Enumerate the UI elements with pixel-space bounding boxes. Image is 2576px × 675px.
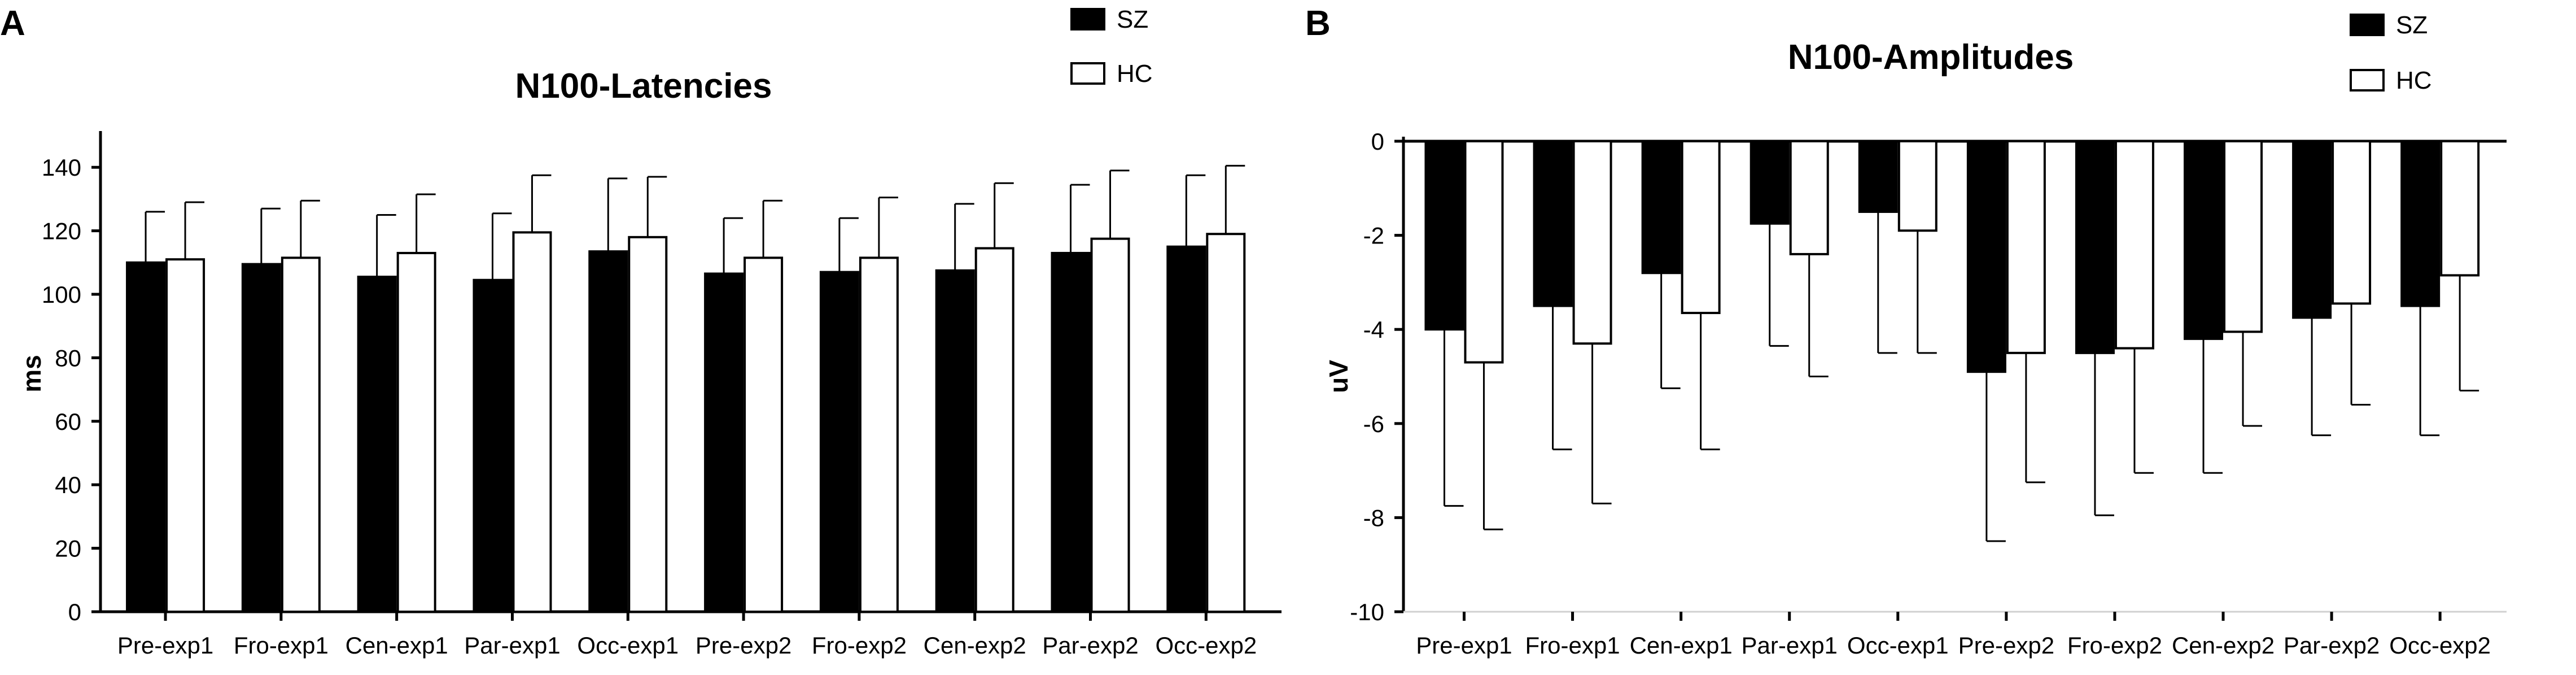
bar-sz-par-exp1: [473, 278, 513, 613]
bar-hc-cen-exp1: [396, 251, 436, 613]
legend-label-sz: SZ: [2396, 11, 2428, 39]
x-tick-label: Fro-exp2: [812, 632, 907, 659]
x-tick-label: Occ-exp2: [1155, 632, 1257, 659]
y-tick-label: 120: [42, 218, 81, 245]
x-tick-label: Par-exp2: [1042, 632, 1138, 659]
y-tick-label: -4: [1363, 316, 1384, 343]
x-tick-label: Fro-exp1: [234, 632, 329, 659]
bar-hc-fro-exp1: [281, 256, 321, 613]
bar-sz-pre-exp1: [126, 261, 166, 613]
bar-sz-occ-exp1: [588, 250, 628, 613]
bar-sz-pre-exp2: [704, 272, 744, 613]
bar-hc-pre-exp1: [165, 258, 205, 613]
legend-swatch-hc: [1070, 62, 1105, 85]
x-tick-label: Cen-exp1: [345, 632, 448, 659]
bar-sz-cen-exp1: [357, 276, 397, 613]
x-tick-label: Cen-exp2: [2172, 632, 2275, 659]
x-tick-label: Cen-exp1: [1630, 632, 1733, 659]
x-tick-label: Par-exp2: [2284, 632, 2380, 659]
bar-sz-par-exp1: [1750, 140, 1790, 225]
x-tick-label: Occ-exp1: [1847, 632, 1949, 659]
bar-hc-fro-exp2: [2114, 140, 2154, 350]
bar-hc-occ-exp2: [2440, 140, 2480, 277]
bar-sz-cen-exp1: [1641, 140, 1681, 275]
y-axis-label: uV: [1324, 360, 1353, 393]
legend-label-hc: HC: [2396, 67, 2432, 94]
y-tick-label: 40: [55, 472, 81, 498]
bar-hc-fro-exp2: [859, 256, 899, 613]
y-tick-label: 60: [55, 408, 81, 435]
chart-title: N100-Latencies: [515, 67, 772, 106]
y-tick-label: 80: [55, 345, 81, 371]
bar-sz-par-exp2: [1051, 251, 1091, 613]
bar-hc-pre-exp1: [1464, 140, 1504, 364]
bar-sz-cen-exp2: [935, 269, 975, 613]
bar-hc-pre-exp2: [744, 256, 784, 613]
bar-hc-cen-exp2: [2223, 140, 2263, 333]
bar-sz-fro-exp1: [1533, 140, 1573, 307]
panel-b: B N100-Amplitudes SZ HC uV 0 -2 -4 -6 -8 -10 Pre-ex…: [1305, 4, 2507, 659]
legend-swatch-hc: [2350, 69, 2385, 92]
bar-sz-occ-exp2: [2400, 140, 2441, 307]
bar-hc-fro-exp1: [1572, 140, 1612, 345]
x-tick-label: Pre-exp1: [117, 632, 213, 659]
bar-hc-par-exp1: [512, 231, 552, 613]
legend-swatch-sz: [2350, 14, 2385, 36]
x-tick-label: Pre-exp1: [1416, 632, 1512, 659]
bar-hc-pre-exp2: [2006, 140, 2046, 354]
legend-label-sz: SZ: [1117, 6, 1148, 33]
bar-sz-fro-exp2: [819, 271, 859, 613]
x-tick-label: Occ-exp2: [2389, 632, 2491, 659]
bar-hc-par-exp1: [1789, 140, 1829, 255]
bar-sz-cen-exp2: [2184, 140, 2224, 340]
bar-sz-pre-exp1: [1424, 140, 1464, 331]
y-tick-label: -6: [1363, 411, 1384, 437]
y-tick-label: 0: [1371, 128, 1384, 155]
bar-hc-par-exp2: [2332, 140, 2372, 305]
bar-hc-occ-exp2: [1206, 233, 1246, 613]
legend-swatch-sz: [1070, 8, 1105, 31]
bar-hc-cen-exp2: [974, 247, 1014, 613]
x-tick-label: Occ-exp1: [577, 632, 679, 659]
panel-label: A: [0, 4, 25, 43]
bar-hc-cen-exp1: [1681, 140, 1721, 315]
chart-title: N100-Amplitudes: [1788, 38, 2074, 77]
x-tick-label: Fro-exp1: [1525, 632, 1620, 659]
x-tick-label: Par-exp1: [464, 632, 560, 659]
y-tick-label: -8: [1363, 504, 1384, 531]
panel-label: B: [1305, 4, 1331, 43]
x-tick-label: Pre-exp2: [696, 632, 791, 659]
legend-label-hc: HC: [1117, 60, 1153, 88]
y-tick-label: -2: [1363, 223, 1384, 249]
panel-a: A N100-Latencies SZ HC ms 0 20 40 60 80 100 120 140 P…: [0, 4, 1282, 659]
y-tick-label: 140: [42, 154, 81, 181]
bar-sz-fro-exp1: [241, 263, 281, 613]
bar-sz-occ-exp2: [1166, 245, 1206, 613]
bar-sz-occ-exp1: [1858, 140, 1898, 213]
bar-hc-par-exp2: [1090, 237, 1130, 613]
x-tick-label: Fro-exp2: [2067, 632, 2162, 659]
x-tick-label: Cen-exp2: [924, 632, 1026, 659]
y-tick-label: 100: [42, 281, 81, 308]
y-tick-label: 0: [68, 599, 81, 625]
bar-sz-pre-exp2: [1966, 140, 2006, 373]
x-tick-label: Par-exp1: [1741, 632, 1837, 659]
y-tick-label: 20: [55, 535, 81, 562]
y-tick-label: -10: [1350, 599, 1384, 625]
x-tick-label: Pre-exp2: [1958, 632, 2054, 659]
bar-sz-fro-exp2: [2075, 140, 2115, 354]
bar-hc-occ-exp1: [1897, 140, 1938, 232]
y-axis-label: ms: [17, 355, 46, 392]
bar-hc-occ-exp1: [628, 236, 668, 613]
bar-sz-par-exp2: [2292, 140, 2332, 319]
